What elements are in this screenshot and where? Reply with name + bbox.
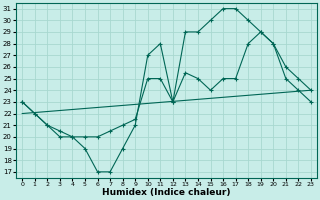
X-axis label: Humidex (Indice chaleur): Humidex (Indice chaleur): [102, 188, 231, 197]
